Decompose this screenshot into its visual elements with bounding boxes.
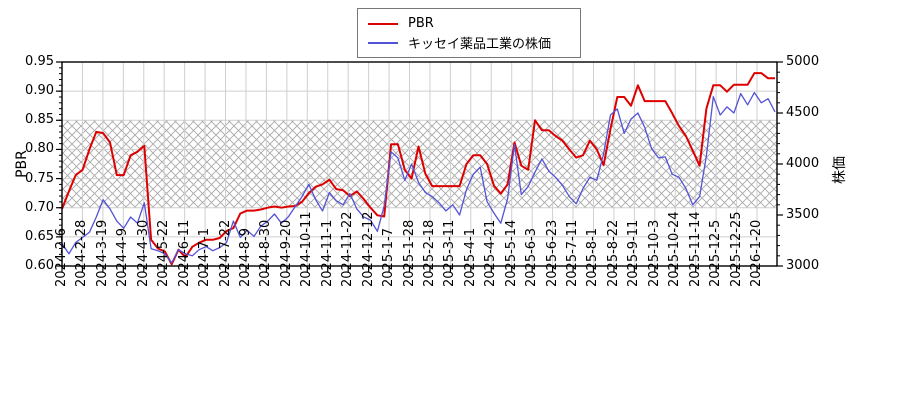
x-tick-label: 2024-4-9 xyxy=(115,227,131,287)
x-tick-label-wrap: 2025-7-11 xyxy=(565,219,581,287)
x-tick-label-wrap: 2024-9-20 xyxy=(278,219,294,287)
right-tick-label: 5000 xyxy=(786,54,820,69)
x-tick-label-wrap: 2024-10-11 xyxy=(299,211,315,287)
x-tick-label: 2024-6-11 xyxy=(176,219,192,287)
x-tick-label: 2024-12-12 xyxy=(360,211,376,287)
x-tick-label-wrap: 2025-12-25 xyxy=(728,211,744,287)
x-tick-label: 2025-10-24 xyxy=(667,211,683,287)
x-tick-label-wrap: 2024-2-6 xyxy=(54,228,69,287)
legend-entry-stock: キッセイ薬品工業の株価 xyxy=(368,33,570,52)
x-tick-label: 2024-5-22 xyxy=(156,219,172,287)
x-tick-label-wrap: 2025-5-14 xyxy=(503,219,519,287)
x-tick-label: 2024-4-30 xyxy=(135,219,151,287)
x-tick-label-wrap: 2024-4-9 xyxy=(115,227,131,287)
legend-label-pbr: PBR xyxy=(408,16,434,31)
legend-label-stock: キッセイ薬品工業の株価 xyxy=(408,37,552,52)
x-tick-label-wrap: 2025-9-11 xyxy=(626,219,642,287)
x-tick-label-wrap: 2025-3-11 xyxy=(442,219,458,287)
legend-entry-pbr: PBR xyxy=(368,14,570,33)
left-tick-label: 0.95 xyxy=(25,54,54,69)
x-tick-label-wrap: 2024-8-9 xyxy=(237,227,253,287)
x-tick-label-wrap: 2024-7-1 xyxy=(197,227,213,287)
x-tick-label: 2024-7-1 xyxy=(197,227,213,287)
x-tick-label: 2025-4-21 xyxy=(483,219,499,287)
left-tick-label: 0.90 xyxy=(25,83,54,99)
stock-line-swatch xyxy=(368,41,398,44)
x-tick-label-wrap: 2025-6-23 xyxy=(544,219,560,287)
x-tick-label-wrap: 2025-8-1 xyxy=(585,227,601,287)
x-tick-label: 2025-10-3 xyxy=(646,219,662,287)
x-tick-label: 2025-8-22 xyxy=(605,219,621,287)
x-tick-label-wrap: 2024-4-30 xyxy=(135,219,151,287)
left-tick-label: 0.75 xyxy=(25,170,54,186)
x-tick-label-wrap: 2024-11-22 xyxy=(340,211,356,287)
x-tick-label: 2025-7-11 xyxy=(565,219,581,287)
left-tick-label: 0.70 xyxy=(25,199,54,215)
x-tick-label: 2024-9-20 xyxy=(278,219,294,287)
right-tick-label: 3000 xyxy=(786,258,820,273)
x-tick-label: 2025-3-11 xyxy=(442,219,458,287)
x-tick-label-wrap: 2026-1-20 xyxy=(749,220,764,287)
right-axis-title: 株価 xyxy=(832,156,848,184)
x-tick-label: 2025-8-1 xyxy=(585,227,601,287)
left-tick-label: 0.65 xyxy=(25,228,54,244)
x-tick-label: 2025-1-7 xyxy=(381,227,397,287)
x-tick-label-wrap: 2025-8-22 xyxy=(605,219,621,287)
x-tick-label: 2024-2-6 xyxy=(54,228,69,287)
x-tick-label-wrap: 2025-10-24 xyxy=(667,211,683,287)
x-tick-label-wrap: 2025-12-5 xyxy=(708,219,724,287)
x-tick-label: 2024-7-22 xyxy=(217,219,233,287)
x-tick-label: 2025-12-25 xyxy=(728,211,744,287)
right-tick-label: 4000 xyxy=(786,156,820,171)
x-tick-label: 2024-10-11 xyxy=(299,211,315,287)
left-tick-label: 0.60 xyxy=(25,258,54,273)
x-tick-label-wrap: 2025-10-3 xyxy=(646,219,662,287)
right-tick-label: 4500 xyxy=(786,105,820,120)
x-tick-label: 2026-1-20 xyxy=(749,220,764,287)
legend: PBR キッセイ薬品工業の株価 xyxy=(357,8,581,58)
x-tick-label: 2024-8-9 xyxy=(237,227,253,287)
x-tick-label-wrap: 2025-6-3 xyxy=(524,227,540,287)
right-tick-label: 3500 xyxy=(786,207,820,222)
left-tick-label: 0.85 xyxy=(25,112,54,128)
x-tick-label-wrap: 2025-2-18 xyxy=(421,219,437,287)
x-tick-label: 2025-9-11 xyxy=(626,219,642,287)
x-tick-label-wrap: 2024-7-22 xyxy=(217,219,233,287)
x-tick-label: 2025-6-23 xyxy=(544,219,560,287)
x-tick-label: 2024-8-30 xyxy=(258,219,274,287)
x-tick-label-wrap: 2025-1-7 xyxy=(381,227,397,287)
x-tick-label-wrap: 2024-2-28 xyxy=(74,219,90,287)
x-tick-label-wrap: 2025-4-21 xyxy=(483,219,499,287)
pbr-band-0.70-0.85 xyxy=(62,120,777,208)
x-tick-label-wrap: 2025-11-14 xyxy=(687,211,703,287)
x-tick-label: 2025-6-3 xyxy=(524,227,540,287)
x-tick-label-wrap: 2024-3-19 xyxy=(94,219,110,287)
x-tick-label-wrap: 2024-5-22 xyxy=(156,219,172,287)
x-tick-label: 2024-11-22 xyxy=(340,211,356,287)
x-tick-label-wrap: 2024-12-12 xyxy=(360,211,376,287)
x-tick-label: 2025-1-28 xyxy=(402,220,417,287)
x-tick-label: 2024-11-1 xyxy=(319,219,335,287)
x-tick-label: 2025-4-1 xyxy=(462,227,478,287)
x-tick-label-wrap: 2024-8-30 xyxy=(258,219,274,287)
x-tick-label: 2025-5-14 xyxy=(503,219,519,287)
x-tick-label-wrap: 2025-1-28 xyxy=(402,220,417,287)
x-tick-label: 2025-2-18 xyxy=(421,219,437,287)
x-tick-label: 2024-3-19 xyxy=(94,219,110,287)
left-tick-label: 0.80 xyxy=(25,141,54,157)
pbr-line xyxy=(61,72,775,266)
x-tick-label-wrap: 2024-6-11 xyxy=(176,219,192,287)
x-tick-label-wrap: 2025-4-1 xyxy=(462,227,478,287)
x-tick-label-wrap: 2024-11-1 xyxy=(319,219,335,287)
x-tick-label: 2025-11-14 xyxy=(687,211,703,287)
x-tick-label: 2025-12-5 xyxy=(708,219,724,287)
pbr-line-swatch xyxy=(368,22,398,25)
stock-price-line xyxy=(61,91,776,264)
x-tick-label: 2024-2-28 xyxy=(74,219,90,287)
